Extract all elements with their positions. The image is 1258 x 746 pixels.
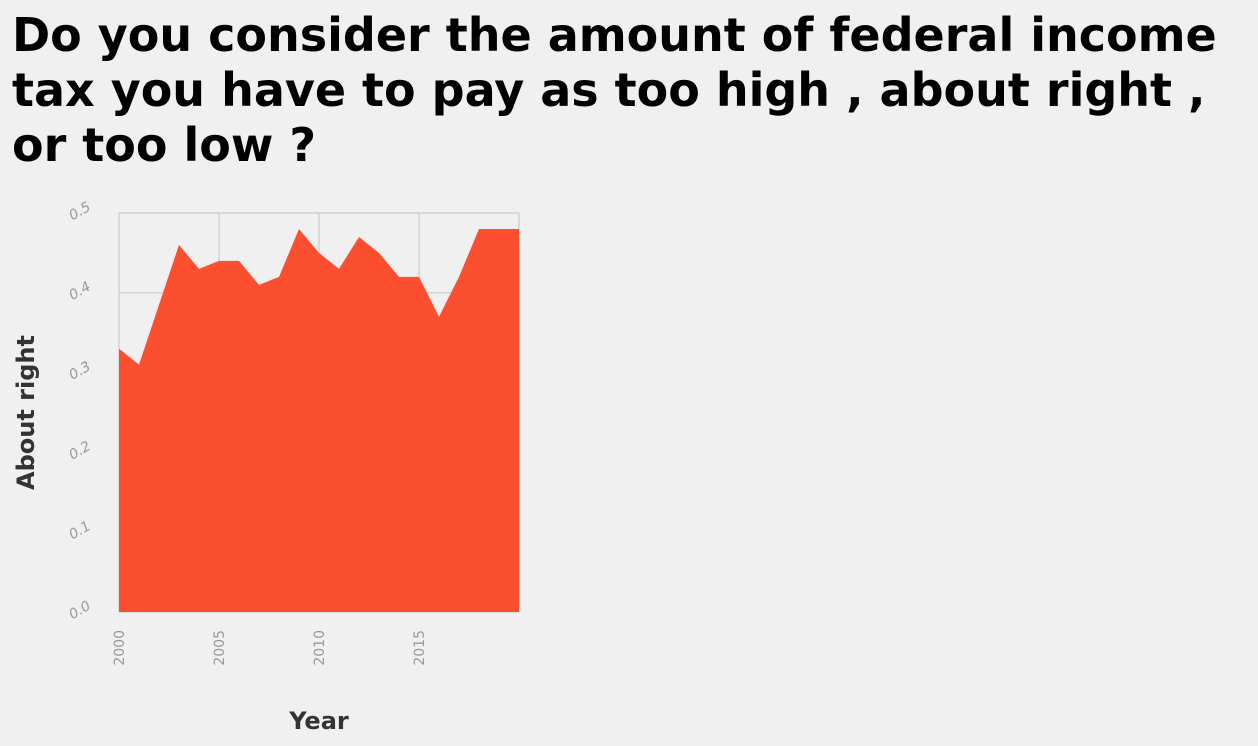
x-tick-label: 2010: [312, 630, 328, 666]
chart-title: Do you consider the amount of federal in…: [12, 8, 1217, 172]
y-tick-label: 0.1: [66, 518, 93, 543]
y-tick-label: 0.3: [66, 359, 93, 384]
y-tick-label: 0.2: [66, 438, 93, 463]
y-tick-label: 0.4: [66, 279, 93, 304]
x-tick-label: 2000: [112, 630, 128, 666]
x-axis-label: Year: [288, 707, 349, 735]
y-tick-label: 0.0: [66, 598, 93, 623]
y-axis-ticks: 0.0 0.1 0.2 0.3 0.4 0.5: [66, 199, 93, 623]
x-tick-label: 2015: [412, 630, 428, 666]
area-series-about-right: [119, 228, 519, 612]
y-axis-label: About right: [12, 335, 40, 490]
y-tick-label: 0.5: [66, 199, 93, 224]
x-tick-label: 2005: [212, 630, 228, 666]
x-axis-ticks: 2000 2005 2010 2015: [112, 630, 428, 666]
